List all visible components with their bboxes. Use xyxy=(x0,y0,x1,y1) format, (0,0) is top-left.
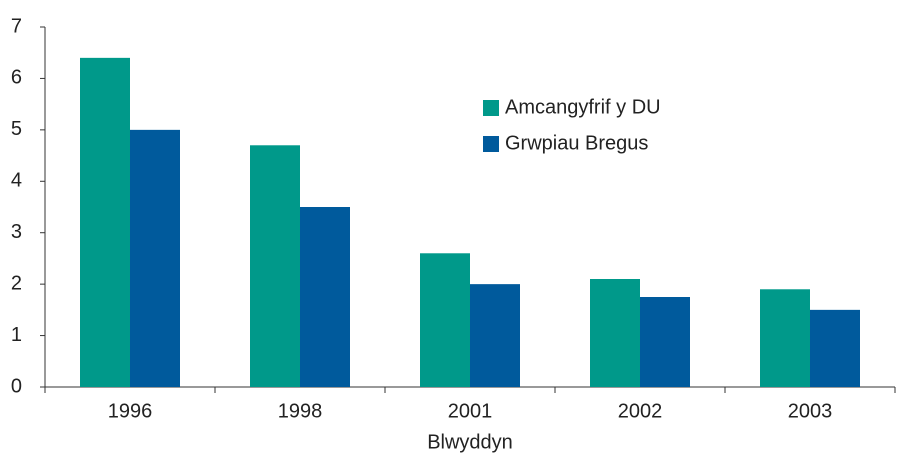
bar xyxy=(760,289,810,387)
y-tick-label: 1 xyxy=(11,324,22,346)
y-tick-label: 7 xyxy=(11,15,22,37)
y-tick-label: 4 xyxy=(11,170,22,192)
x-tick-label: 1996 xyxy=(108,400,153,422)
bar xyxy=(640,297,690,387)
y-tick-label: 3 xyxy=(11,221,22,243)
x-axis-label: Blwyddyn xyxy=(427,431,513,453)
legend-swatch xyxy=(483,136,499,152)
bar xyxy=(420,253,470,387)
x-tick-label: 2001 xyxy=(448,400,493,422)
bar xyxy=(300,207,350,387)
bar xyxy=(250,145,300,387)
bar xyxy=(470,284,520,387)
x-tick-label: 2002 xyxy=(618,400,663,422)
y-tick-label: 0 xyxy=(11,375,22,397)
legend-label: Grwpiau Bregus xyxy=(505,132,648,154)
y-tick-label: 6 xyxy=(11,67,22,89)
x-tick-label: 1998 xyxy=(278,400,323,422)
bar xyxy=(810,309,860,387)
y-tick-label: 2 xyxy=(11,272,22,294)
y-tick-label: 5 xyxy=(11,118,22,140)
bar xyxy=(80,57,130,387)
bar xyxy=(590,279,640,387)
legend-label: Amcangyfrif y DU xyxy=(505,96,661,118)
x-tick-label: 2003 xyxy=(788,400,833,422)
legend-swatch xyxy=(483,100,499,116)
bar xyxy=(130,129,180,387)
